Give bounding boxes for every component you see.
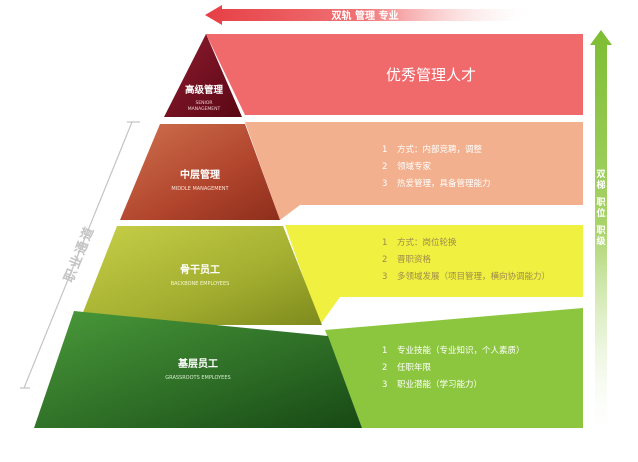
list-item-text: 方式：内部竞聘，调整 xyxy=(397,144,483,155)
list-item-num: 2 xyxy=(382,363,387,373)
list-item-text: 领域专家 xyxy=(397,161,432,172)
band-grassroots-list: 1 专业技能（专业知识，个人素质） 2 任职年限 3 职业潜能（学习能力） xyxy=(382,345,525,390)
band-grassroots xyxy=(325,308,583,428)
career-channel-char: 业 xyxy=(66,253,86,271)
tier-middle xyxy=(120,124,280,220)
right-arrow-char: 职 xyxy=(596,225,605,236)
list-item-text: 多领域发展（项目管理，横向协调能力） xyxy=(397,271,550,282)
top-arrow-label: 双轨 管理 专业 xyxy=(332,9,399,22)
band-senior-text: 优秀管理人才 xyxy=(386,66,476,84)
tier-backbone xyxy=(78,226,322,325)
right-arrow-char: 梯 xyxy=(596,179,605,191)
tier-grassroots-subtitle: GRASSROOTS EMPLOYEES xyxy=(165,375,230,381)
band-backbone-list: 1 方式：岗位轮换 2 晋职资格 3 多领域发展（项目管理，横向协调能力） xyxy=(382,237,550,282)
list-item-text: 晋职资格 xyxy=(397,254,432,265)
career-channel-char: 通 xyxy=(72,239,92,257)
tier-grassroots-title: 基层员工 xyxy=(177,357,218,370)
list-item-text: 方式：岗位轮换 xyxy=(397,237,457,248)
list-item-num: 1 xyxy=(382,346,387,356)
right-arrow-char: 级 xyxy=(595,235,606,247)
band-senior xyxy=(206,34,583,115)
tier-senior-subtitle: SENIOR xyxy=(195,100,212,106)
list-item-text: 热爱管理，具备管理能力 xyxy=(397,178,491,189)
tier-middle-title: 中层管理 xyxy=(180,168,220,181)
left-arrow-icon xyxy=(205,5,525,25)
tier-grassroots xyxy=(34,311,362,428)
list-item-text: 职业潜能（学习能力） xyxy=(397,379,482,390)
list-item-num: 3 xyxy=(382,179,387,189)
tier-backbone-subtitle: BACKBONE EMPLOYEES xyxy=(171,281,230,287)
list-item-num: 1 xyxy=(382,145,387,155)
band-backbone xyxy=(285,225,583,325)
list-item-num: 2 xyxy=(382,255,387,265)
right-arrow-char: 位 xyxy=(596,207,605,219)
career-channel-bracket xyxy=(20,121,140,389)
list-item-text: 任职年限 xyxy=(397,362,432,373)
tier-backbone-title: 骨干员工 xyxy=(180,264,220,276)
tier-senior-title: 高级管理 xyxy=(185,84,224,96)
list-item-num: 3 xyxy=(382,272,387,282)
tier-senior-subtitle: MANAGEMENT xyxy=(188,106,221,112)
band-middle-list: 1 方式：内部竞聘，调整 2 领域专家 3 热爱管理，具备管理能力 xyxy=(382,144,491,189)
right-arrow-char: 职 xyxy=(596,197,605,208)
band-middle xyxy=(245,122,583,220)
list-item-num: 3 xyxy=(382,380,387,390)
tier-senior xyxy=(164,34,242,117)
career-channel-char: 职 xyxy=(62,267,81,285)
right-arrow-label: 双 梯 职 位 职 级 xyxy=(595,169,606,247)
list-item-num: 1 xyxy=(382,238,387,248)
career-channel-label: 职 业 通 道 xyxy=(62,225,98,285)
career-channel-char: 道 xyxy=(78,225,98,243)
list-item-num: 2 xyxy=(382,162,387,172)
right-arrow-char: 双 xyxy=(596,169,605,180)
up-arrow-icon xyxy=(590,30,612,430)
list-item-text: 专业技能（专业知识，个人素质） xyxy=(397,345,525,356)
tier-middle-subtitle: MIDDLE MANAGEMENT xyxy=(171,186,229,192)
